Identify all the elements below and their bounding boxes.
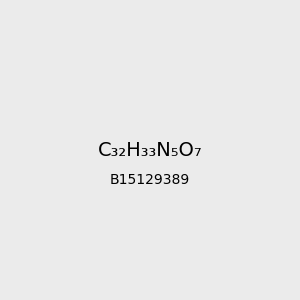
Text: C₃₂H₃₃N₅O₇: C₃₂H₃₃N₅O₇ bbox=[98, 140, 202, 160]
Text: B15129389: B15129389 bbox=[110, 173, 190, 187]
